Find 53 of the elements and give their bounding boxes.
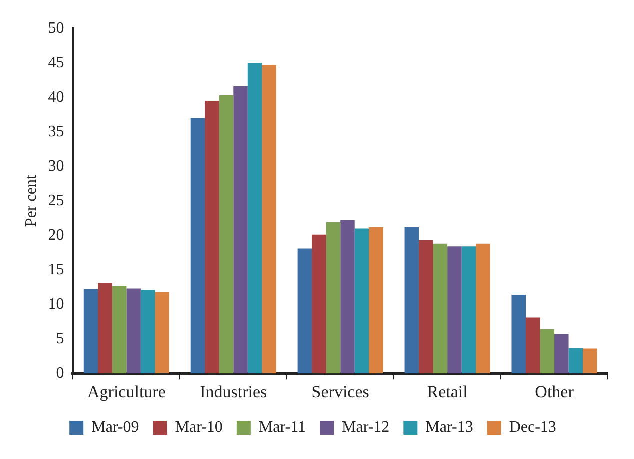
x-tick-label: Industries bbox=[200, 382, 268, 402]
y-axis-title: Per cent bbox=[22, 174, 40, 228]
legend-label: Mar-11 bbox=[258, 419, 306, 436]
y-tick-label: 15 bbox=[48, 261, 64, 278]
bar bbox=[298, 248, 312, 374]
legend-label: Dec-13 bbox=[509, 419, 556, 436]
y-tick-label: 30 bbox=[48, 158, 64, 175]
bar bbox=[190, 118, 206, 374]
bar bbox=[112, 286, 127, 374]
bar bbox=[155, 292, 170, 374]
x-tick-label: Retail bbox=[427, 382, 468, 402]
y-tick-label: 10 bbox=[48, 296, 64, 313]
y-tick-label: 25 bbox=[48, 192, 64, 210]
bar bbox=[369, 227, 384, 374]
bar bbox=[554, 334, 569, 374]
y-tick-label: 35 bbox=[48, 123, 64, 140]
bar bbox=[126, 288, 141, 374]
bar bbox=[340, 220, 355, 374]
bar bbox=[448, 246, 462, 374]
y-tick-label: 50 bbox=[48, 20, 64, 37]
bar bbox=[248, 63, 262, 374]
bar bbox=[140, 290, 156, 374]
y-tick-label: 0 bbox=[56, 364, 64, 382]
x-tick-label: Services bbox=[312, 382, 370, 402]
bar bbox=[419, 240, 434, 374]
bar bbox=[98, 283, 112, 374]
bar bbox=[462, 246, 476, 374]
bar bbox=[404, 227, 420, 374]
legend-label: Mar-09 bbox=[92, 419, 140, 436]
legend-label: Mar-13 bbox=[426, 419, 474, 436]
bar bbox=[84, 289, 98, 374]
legend-label: Mar-12 bbox=[342, 419, 390, 436]
x-tick-label: Other bbox=[535, 382, 574, 402]
y-tick-label: 45 bbox=[48, 54, 64, 72]
bar bbox=[583, 348, 598, 374]
bar bbox=[234, 86, 248, 374]
legend-label: Mar-10 bbox=[175, 419, 223, 436]
bar bbox=[512, 294, 526, 374]
bar bbox=[262, 65, 276, 374]
y-tick-label: 40 bbox=[48, 88, 64, 106]
y-tick-label: 20 bbox=[48, 226, 64, 244]
x-tick-label: Agriculture bbox=[88, 382, 166, 402]
bar bbox=[433, 244, 448, 374]
bar bbox=[312, 234, 326, 374]
y-tick-label: 5 bbox=[56, 330, 64, 348]
bar bbox=[219, 96, 234, 374]
bar bbox=[568, 348, 584, 374]
bar bbox=[476, 244, 490, 374]
bar bbox=[205, 101, 220, 374]
bar bbox=[326, 222, 341, 374]
bar bbox=[354, 228, 370, 374]
bar bbox=[526, 318, 540, 374]
bar bbox=[540, 329, 555, 374]
